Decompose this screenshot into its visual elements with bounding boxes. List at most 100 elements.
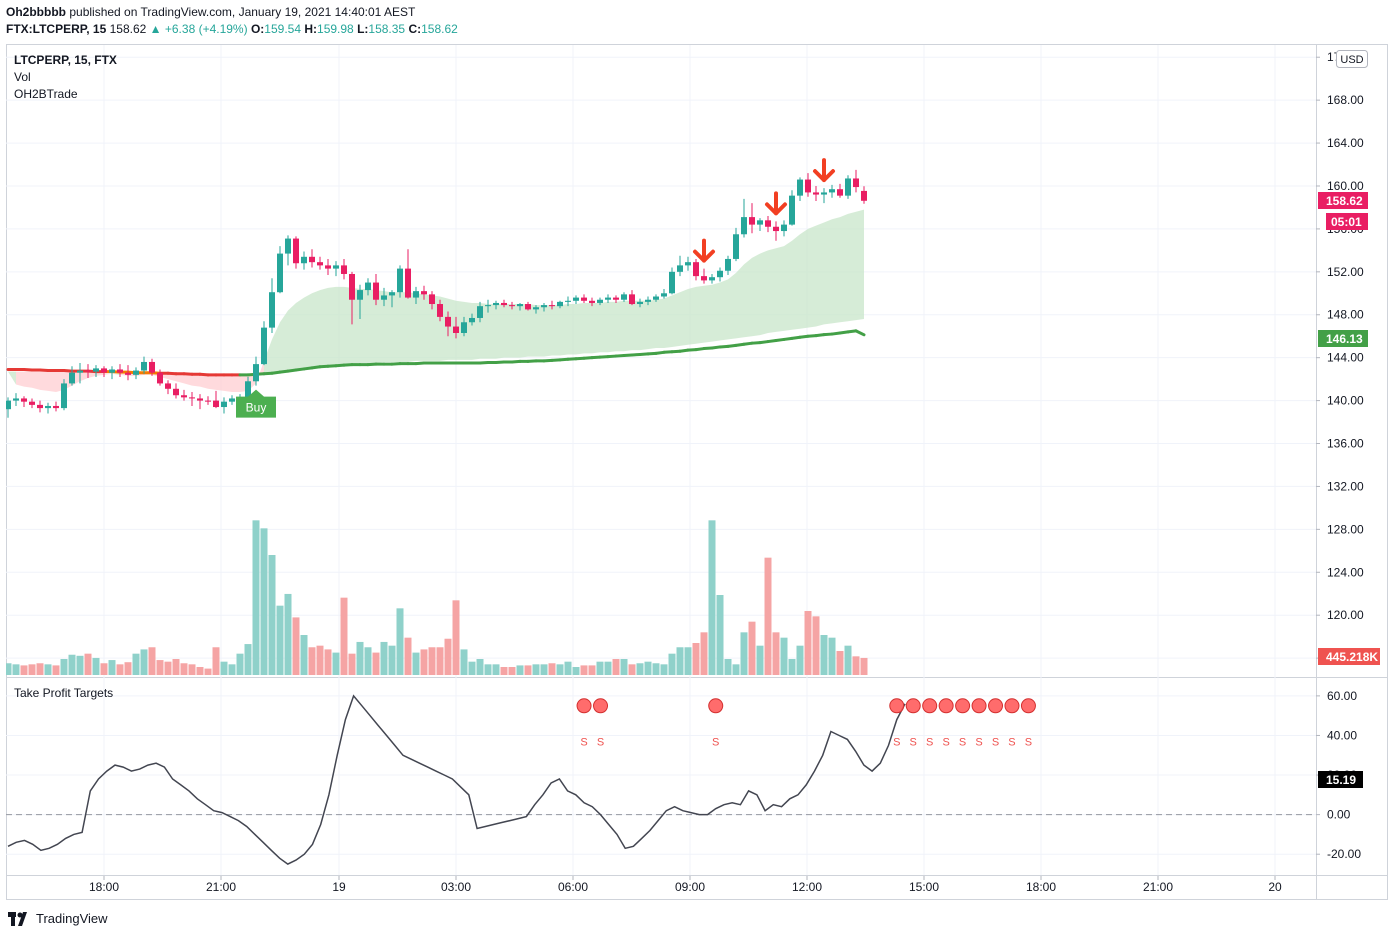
candle-body (837, 189, 843, 196)
volume-bar (740, 632, 748, 675)
osc-signal-letter: S (992, 736, 999, 748)
volume-bar (668, 653, 676, 675)
candle-body (29, 401, 35, 405)
volume-bar (44, 664, 52, 675)
volume-bar (236, 653, 244, 675)
y-tick-label: 136.00 (1327, 437, 1364, 451)
volume-bar (764, 557, 772, 675)
volume-bar (460, 649, 468, 675)
osc-signal-dot (938, 698, 954, 714)
volume-bar (684, 647, 692, 675)
volume-bar (180, 663, 188, 675)
volume-bar (756, 645, 764, 675)
osc-badge-text: 15.19 (1326, 773, 1356, 787)
volume-bar (276, 605, 284, 675)
volume-bar (420, 649, 428, 675)
ma-fill-segment (400, 292, 408, 362)
candle-body (333, 265, 339, 269)
candle-body (637, 301, 643, 305)
ma-fill-segment (640, 300, 648, 351)
volume-bar (28, 664, 36, 675)
candle-body (709, 277, 715, 281)
ma-fill-segment (600, 301, 608, 353)
x-tick-label: 09:00 (675, 880, 705, 894)
candle-body (69, 372, 75, 384)
candle-body (733, 234, 739, 259)
low-label: L: (357, 22, 369, 36)
candle-body (533, 307, 539, 310)
low-value: 158.35 (368, 22, 406, 36)
volume-bar (172, 659, 180, 675)
volume-bar (812, 616, 820, 675)
ma-fill (8, 209, 864, 393)
ma-fill-segment (200, 374, 208, 389)
legend-symbol[interactable]: LTCPERP, 15, FTX (14, 53, 117, 67)
currency-badge[interactable] (1336, 50, 1368, 68)
currency-label: USD (1340, 54, 1363, 66)
volume-bar (844, 645, 852, 675)
footer-brand[interactable]: TradingView (36, 910, 108, 926)
ma-fill-segment (320, 287, 328, 367)
volume-bar (292, 617, 300, 675)
candle-body (805, 179, 811, 193)
legend-oscillator[interactable]: Take Profit Targets (14, 686, 114, 700)
candle-body (389, 292, 395, 296)
volume-bar (580, 665, 588, 675)
publisher-name[interactable]: Oh2bbbbb (6, 5, 66, 19)
ma-fill-segment (584, 302, 592, 354)
candle-body (349, 273, 355, 300)
candle-body (829, 189, 835, 193)
ma-fill-segment (384, 291, 392, 362)
ma-fill-segment (496, 304, 504, 359)
sell-arrow-icon (813, 158, 835, 183)
candle-body (613, 297, 619, 300)
ma-fill-segment (512, 304, 520, 358)
x-tick-label: 15:00 (909, 880, 939, 894)
candle-body (485, 305, 491, 307)
candle-body (757, 220, 763, 225)
ma-fill-segment (328, 286, 336, 366)
ma-fill-segment (536, 305, 544, 357)
candle-body (181, 395, 187, 398)
price-badge (1318, 192, 1368, 209)
ma-fill-segment (560, 304, 568, 356)
candle-body (365, 282, 371, 291)
volume-bar (156, 660, 164, 675)
candle-body (165, 383, 171, 389)
candle-body (629, 294, 635, 305)
y-tick-label: 128.00 (1327, 522, 1364, 536)
y-tick-label: 164.00 (1327, 136, 1364, 150)
ma-fill-segment (752, 253, 760, 337)
candle-body (325, 265, 331, 269)
osc-signal-dot (922, 698, 938, 714)
volume-bar (780, 637, 788, 675)
legend-volume[interactable]: Vol (14, 70, 31, 84)
ma-fill-segment (448, 298, 456, 360)
candle-body (261, 327, 267, 365)
ma-fill-segment (264, 339, 272, 374)
osc-signal-letter: S (580, 736, 587, 748)
time-axis[interactable]: 18:00 21:00 19 03:00 06:00 09:00 12:00 15:00 18:… (89, 876, 1282, 894)
volume-bar (452, 600, 460, 675)
volume-bar (52, 665, 60, 675)
ma-fill-segment (392, 292, 400, 362)
candle-body (749, 217, 755, 225)
volume-bar (804, 611, 812, 675)
candle-body (309, 256, 315, 263)
ma-slow-segment (854, 329, 866, 337)
price-axis[interactable]: 172.00168.00164.00160.00156.00152.00148.… (1316, 50, 1364, 665)
ma-fill-segment (24, 371, 32, 388)
volume-badge (1318, 648, 1380, 665)
volume-bar (268, 555, 276, 675)
volume-bar (652, 663, 660, 675)
ma-fill-segment (192, 374, 200, 387)
candle-body (501, 302, 507, 306)
ma-fill-segment (784, 240, 792, 331)
volume-bar (148, 647, 156, 675)
volume-bar (132, 653, 140, 675)
volume-bar (444, 638, 452, 675)
legend-indicator[interactable]: OH2BTrade (14, 87, 78, 101)
